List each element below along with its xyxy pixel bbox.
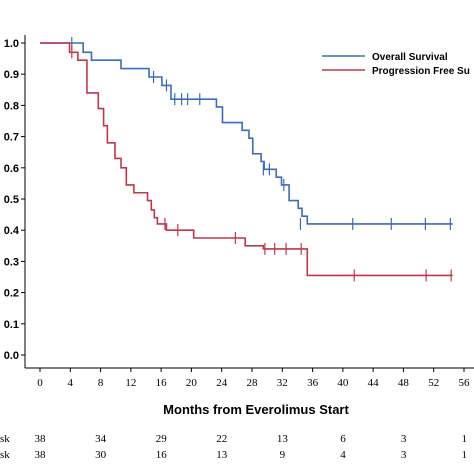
y-ticks: 0.0 0.1 0.2 0.3 0.4 0.5 0.6 0.7 0.8 0.9 1.0 [4, 38, 25, 362]
overall-survival-series [40, 37, 453, 230]
x-tick-label: 40 [337, 377, 349, 389]
x-tick-label: 8 [98, 377, 104, 389]
risk-row-2-value: 9 [280, 449, 286, 461]
x-tick-label: 56 [459, 377, 471, 389]
risk-row-2-value: 13 [216, 449, 228, 461]
legend-overall-label: Overall Survival [372, 52, 448, 63]
x-tick-label: 20 [186, 377, 198, 389]
y-tick-label: 0.5 [4, 194, 19, 206]
x-tick-label: 24 [216, 377, 228, 389]
x-tick-label: 0 [37, 377, 43, 389]
risk-row-1-value: 6 [340, 433, 346, 445]
x-tick-label: 16 [156, 377, 168, 389]
risk-row-1-value: 1 [461, 433, 467, 445]
risk-row-2-value: 16 [156, 449, 168, 461]
risk-row-2-value: 3 [401, 449, 407, 461]
progression-free-survival-series [40, 42, 453, 282]
risk-row-2-value: 38 [35, 449, 47, 461]
x-tick-label: 4 [68, 377, 74, 389]
risk-row-2-value: 1 [461, 449, 467, 461]
x-tick-label: 52 [428, 377, 439, 389]
risk-row-2-value: 30 [95, 449, 107, 461]
y-tick-label: 0.6 [4, 163, 19, 175]
risk-row-1-value: 22 [216, 433, 227, 445]
risk-row-2-value: 4 [340, 449, 346, 461]
axes [24, 35, 474, 369]
risk-row-1-value: 3 [401, 433, 407, 445]
x-tick-label: 12 [125, 377, 136, 389]
x-axis-label: Months from Everolimus Start [163, 402, 349, 417]
x-tick-label: 44 [368, 377, 380, 389]
y-tick-label: 0.0 [4, 350, 19, 362]
x-ticks: 0 4 8 12 16 20 24 28 32 36 40 44 48 52 56 [37, 368, 470, 389]
legend-pfs-label: Progression Free Su [372, 66, 470, 77]
x-tick-label: 28 [247, 377, 259, 389]
y-tick-label: 1.0 [4, 38, 19, 50]
x-tick-label: 36 [307, 377, 319, 389]
risk-row-1-value: 34 [95, 433, 107, 445]
legend: Overall Survival Progression Free Su [322, 52, 470, 77]
progression-free-survival-line [40, 42, 453, 277]
y-tick-label: 0.4 [4, 225, 20, 237]
x-tick-label: 32 [277, 377, 288, 389]
overall-survival-line [40, 42, 453, 225]
y-tick-label: 0.7 [4, 132, 19, 144]
risk-row-1-value: 38 [35, 433, 47, 445]
series-layer [40, 37, 453, 282]
risk-row-2-label: sk [0, 449, 10, 461]
y-tick-label: 0.3 [4, 256, 19, 268]
x-tick-label: 48 [398, 377, 410, 389]
y-tick-label: 0.2 [4, 288, 19, 300]
y-tick-label: 0.1 [4, 319, 19, 331]
risk-row-1-label: sk [0, 433, 10, 445]
risk-table: sk sk 38 34 29 22 13 6 3 1 38 30 16 13 9 4 3 1 [0, 433, 467, 461]
risk-row-1-value: 29 [156, 433, 168, 445]
y-tick-label: 0.8 [4, 100, 19, 112]
y-tick-label: 0.9 [4, 69, 19, 81]
risk-row-1-value: 13 [277, 433, 289, 445]
